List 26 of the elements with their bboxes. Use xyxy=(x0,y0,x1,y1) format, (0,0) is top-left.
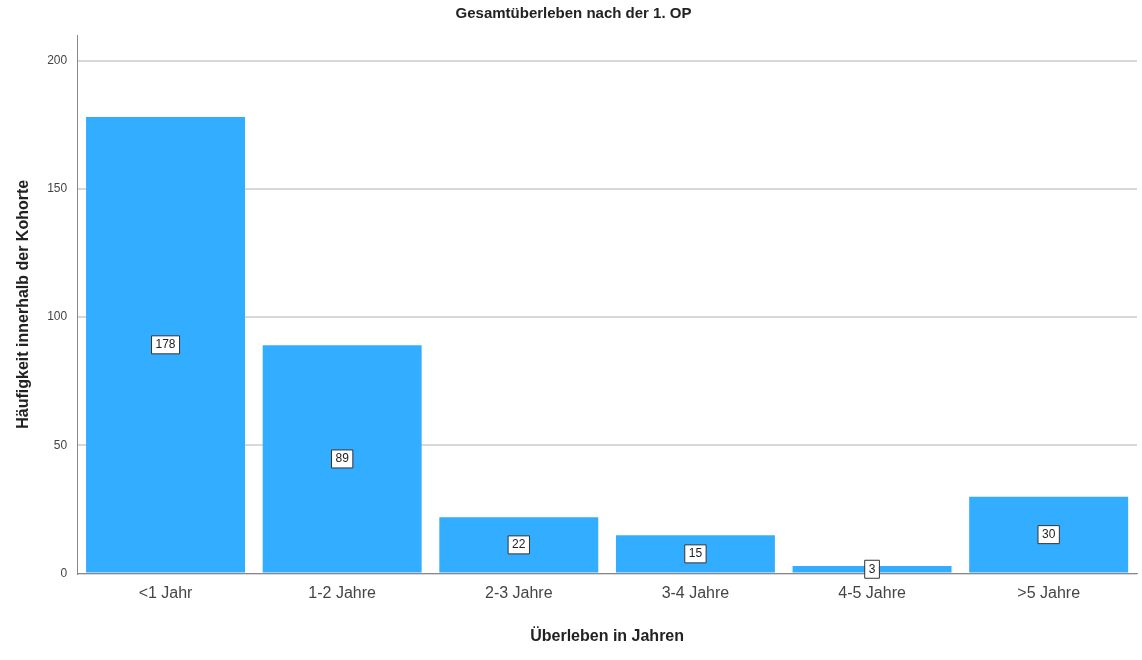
data-label: 3 xyxy=(868,561,876,576)
bar xyxy=(969,496,1129,573)
y-tick-label: 200 xyxy=(47,52,68,67)
x-tick-label: 1-2 Jahre xyxy=(308,583,377,601)
y-tick-label: 150 xyxy=(47,181,68,196)
x-tick-label: 2-3 Jahre xyxy=(485,583,553,601)
y-axis-title: Häufigkeit innerhalb der Kohorte xyxy=(14,179,32,429)
bar xyxy=(262,345,422,573)
x-tick-label: <1 Jahr xyxy=(138,583,194,601)
x-tick-label: 4-5 Jahre xyxy=(838,583,906,601)
data-label: 30 xyxy=(1042,526,1056,541)
bar xyxy=(615,535,775,573)
x-tick-label: 3-4 Jahre xyxy=(661,583,730,601)
x-axis-title: Überleben in Jahren xyxy=(530,625,685,644)
data-label: 89 xyxy=(335,451,350,466)
chart-title: Gesamtüberleben nach der 1. OP xyxy=(455,4,692,22)
bar xyxy=(439,517,599,573)
y-tick-label: 50 xyxy=(53,437,68,452)
bar xyxy=(86,117,246,573)
data-label: 178 xyxy=(155,337,176,352)
data-label: 15 xyxy=(688,546,703,561)
data-label: 22 xyxy=(512,537,526,552)
bar xyxy=(792,565,952,573)
y-tick-label: 0 xyxy=(60,565,68,580)
y-tick-label: 100 xyxy=(47,309,68,324)
x-tick-label: >5 Jahre xyxy=(1017,583,1081,601)
